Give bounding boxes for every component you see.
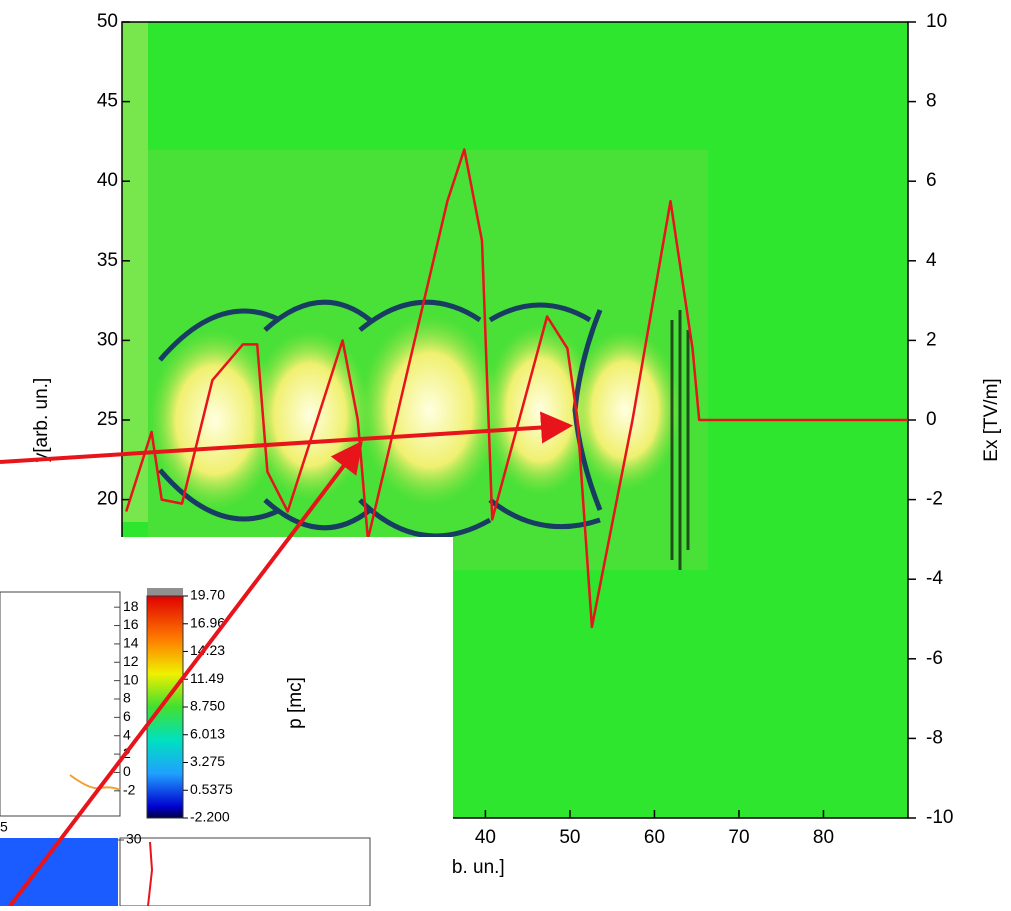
mini-y-tick-label: -2 [123, 782, 136, 798]
mini-y-tick-label: 6 [123, 708, 131, 724]
x-tick-label: 70 [728, 827, 749, 848]
y2-tick-label: -2 [926, 489, 943, 510]
y2-tick-label: 10 [926, 11, 947, 32]
y2-tick-label: -10 [926, 807, 953, 828]
y2-tick-label: 2 [926, 329, 937, 350]
y2-axis-label: Ex [TV/m] [981, 378, 1002, 461]
small-curve [147, 841, 154, 907]
colorbar [146, 595, 184, 819]
x-tick-label: 80 [813, 827, 834, 848]
colorbar-tick-label: -2.200 [190, 809, 230, 825]
arrow [8, 440, 363, 908]
x-tick-label: 40 [475, 827, 496, 848]
mini-y-tick-label: 4 [123, 726, 131, 742]
y-tick-label: 20 [97, 489, 118, 510]
y2-tick-label: 4 [926, 250, 937, 271]
colorbar-tick-label: 16.96 [190, 614, 225, 630]
y-tick-label: 40 [97, 170, 118, 191]
fragment-y-tick-label: 30 [126, 831, 142, 847]
small-plot-frame [119, 837, 371, 907]
colorbar-cap [147, 588, 183, 596]
mini-y-tick-label: 12 [123, 653, 139, 669]
mini-y-tick-label: 18 [123, 598, 139, 614]
inset-charts: 19.7016.9614.2311.498.7506.0133.2750.537… [0, 587, 306, 847]
arrow [0, 411, 573, 464]
mini-y-tick-label: 8 [123, 690, 131, 706]
mini-plot-frame [0, 591, 121, 817]
y2-tick-label: -4 [926, 568, 943, 589]
colorbar-tick-label: 0.5375 [190, 781, 233, 797]
y-tick-label: 45 [97, 91, 118, 112]
y2-tick-label: 8 [926, 91, 937, 112]
mini-y-tick-label: 14 [123, 635, 139, 651]
y-tick-label: 30 [97, 329, 118, 350]
y2-tick-label: 6 [926, 170, 937, 191]
colorbar-tick-label: 11.49 [190, 670, 224, 686]
mini-y-tick-label: 0 [123, 763, 131, 779]
colorbar-tick-label: 6.013 [190, 725, 225, 741]
colorbar-tick-label: 19.70 [190, 587, 225, 603]
mini-y-tick-label: 10 [123, 671, 139, 687]
y-tick-label: 50 [97, 11, 118, 32]
y2-tick-label: -6 [926, 648, 943, 669]
mini-y-tick-label: 16 [123, 616, 139, 632]
colorbar-label: p [mc] [285, 677, 306, 729]
ex-line [125, 148, 908, 629]
colorbar-tick-label: 8.750 [190, 698, 225, 714]
y-tick-label: 25 [97, 409, 118, 430]
y2-tick-label: -8 [926, 727, 943, 748]
y2-tick-label: 0 [926, 409, 937, 430]
x-tick-label: 60 [644, 827, 665, 848]
y-tick-label: 35 [97, 250, 118, 271]
x-tick-label: 50 [559, 827, 580, 848]
mini-x-tick-label: 5 [0, 819, 8, 835]
colorbar-tick-label: 3.275 [190, 753, 225, 769]
y-axis-label: y[arb. un.] [31, 378, 52, 463]
